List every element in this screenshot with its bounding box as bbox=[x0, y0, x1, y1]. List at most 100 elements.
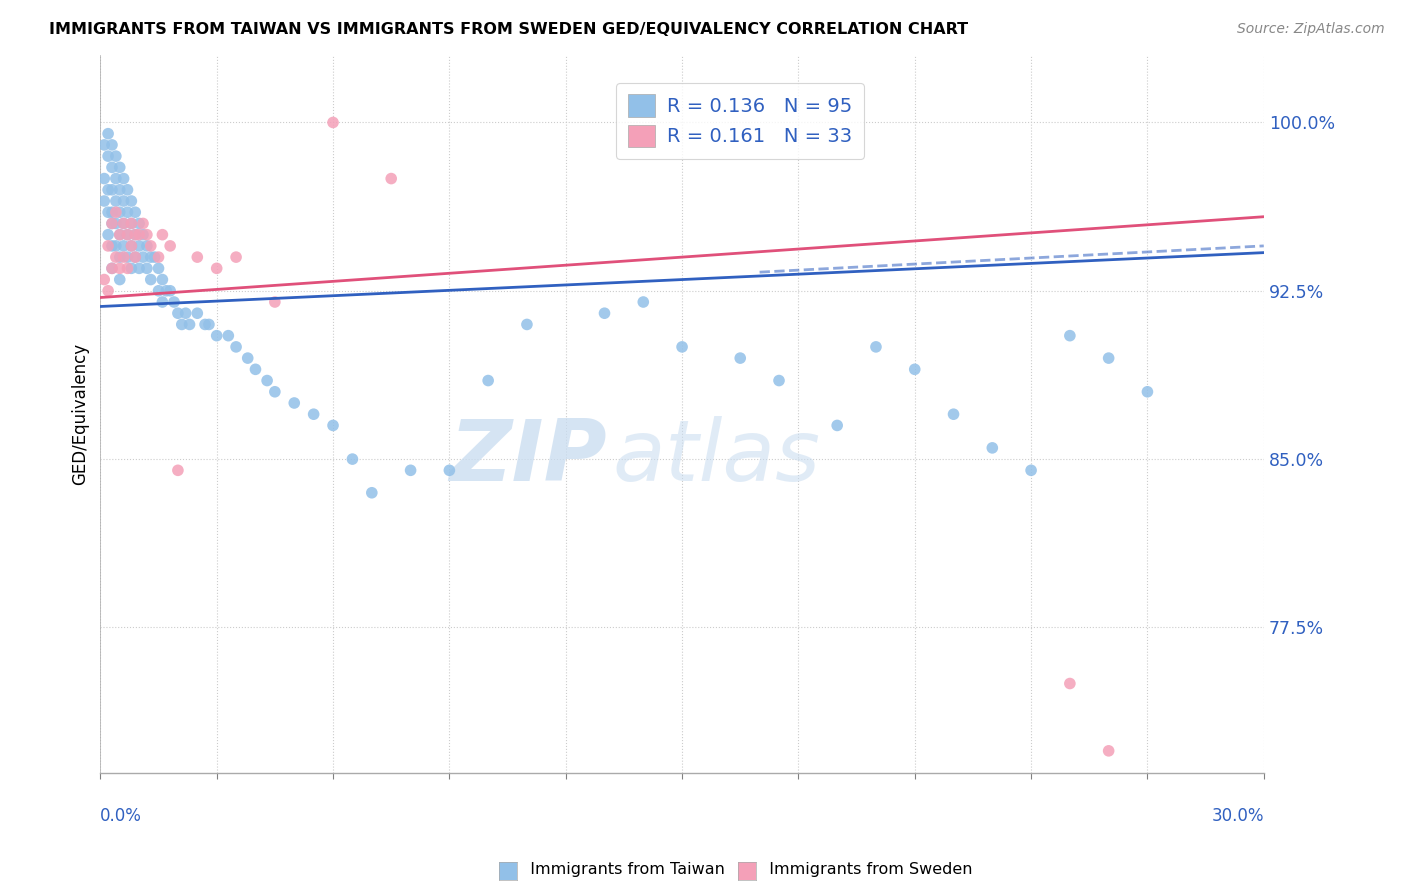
Point bbox=[135, 227, 157, 242]
Point bbox=[1019, 463, 1042, 477]
Point bbox=[205, 261, 228, 276]
Point bbox=[128, 239, 150, 253]
Legend: R = 0.136   N = 95, R = 0.161   N = 33: R = 0.136 N = 95, R = 0.161 N = 33 bbox=[616, 83, 863, 159]
Point bbox=[477, 374, 499, 388]
Text: IMMIGRANTS FROM TAIWAN VS IMMIGRANTS FROM SWEDEN GED/EQUIVALENCY CORRELATION CHA: IMMIGRANTS FROM TAIWAN VS IMMIGRANTS FRO… bbox=[49, 22, 969, 37]
Point bbox=[135, 239, 157, 253]
Point bbox=[117, 227, 139, 242]
Point bbox=[120, 239, 142, 253]
Point bbox=[139, 239, 162, 253]
Point bbox=[97, 127, 120, 141]
Point bbox=[942, 407, 965, 421]
Point bbox=[179, 318, 201, 332]
Point bbox=[112, 217, 135, 231]
Point bbox=[302, 407, 325, 421]
Point bbox=[728, 351, 751, 365]
Point bbox=[155, 284, 177, 298]
Point bbox=[225, 340, 247, 354]
Point bbox=[93, 137, 115, 152]
Point bbox=[108, 205, 131, 219]
Text: Immigrants from Sweden: Immigrants from Sweden bbox=[759, 863, 973, 877]
Point bbox=[128, 217, 150, 231]
Point bbox=[516, 318, 538, 332]
Point bbox=[93, 272, 115, 286]
Point bbox=[93, 194, 115, 208]
Point bbox=[981, 441, 1004, 455]
Point bbox=[1098, 744, 1121, 758]
Point bbox=[167, 463, 190, 477]
Point bbox=[117, 205, 139, 219]
Point bbox=[186, 306, 208, 320]
Point bbox=[152, 295, 174, 310]
Point bbox=[139, 272, 162, 286]
Point bbox=[768, 374, 790, 388]
Point bbox=[104, 149, 127, 163]
Point bbox=[159, 284, 181, 298]
Point bbox=[170, 318, 193, 332]
Point bbox=[163, 295, 186, 310]
Point bbox=[283, 396, 305, 410]
Point bbox=[198, 318, 221, 332]
Point bbox=[380, 171, 402, 186]
Point bbox=[124, 250, 146, 264]
Point bbox=[825, 418, 848, 433]
Point bbox=[104, 194, 127, 208]
Point bbox=[217, 328, 239, 343]
Point bbox=[132, 227, 155, 242]
Point bbox=[104, 205, 127, 219]
Point bbox=[152, 227, 174, 242]
Point bbox=[104, 250, 127, 264]
Point bbox=[167, 306, 190, 320]
Point bbox=[152, 272, 174, 286]
Point bbox=[104, 171, 127, 186]
Point bbox=[135, 261, 157, 276]
Point bbox=[101, 137, 124, 152]
Point bbox=[1098, 351, 1121, 365]
Point bbox=[205, 328, 228, 343]
Point bbox=[120, 217, 142, 231]
Point bbox=[593, 306, 616, 320]
Point bbox=[186, 250, 208, 264]
Point bbox=[117, 227, 139, 242]
Point bbox=[97, 183, 120, 197]
Point bbox=[236, 351, 259, 365]
Point bbox=[112, 217, 135, 231]
Point bbox=[194, 318, 217, 332]
Point bbox=[120, 217, 142, 231]
Point bbox=[322, 418, 344, 433]
Point bbox=[97, 205, 120, 219]
Point bbox=[1136, 384, 1159, 399]
Point bbox=[124, 227, 146, 242]
Point bbox=[159, 239, 181, 253]
Point bbox=[148, 284, 170, 298]
Text: 30.0%: 30.0% bbox=[1212, 807, 1264, 825]
Text: Immigrants from Taiwan: Immigrants from Taiwan bbox=[520, 863, 725, 877]
Point bbox=[263, 384, 285, 399]
Point bbox=[124, 250, 146, 264]
Point bbox=[117, 183, 139, 197]
Point bbox=[108, 183, 131, 197]
Point bbox=[101, 205, 124, 219]
Point bbox=[322, 115, 344, 129]
Point bbox=[148, 261, 170, 276]
Point bbox=[245, 362, 267, 376]
Point bbox=[108, 161, 131, 175]
Point bbox=[1059, 328, 1081, 343]
Point bbox=[124, 205, 146, 219]
Point bbox=[101, 261, 124, 276]
Point bbox=[97, 284, 120, 298]
Point bbox=[108, 261, 131, 276]
Y-axis label: GED/Equivalency: GED/Equivalency bbox=[72, 343, 89, 485]
Point bbox=[97, 149, 120, 163]
Point bbox=[112, 171, 135, 186]
Point bbox=[865, 340, 887, 354]
Point bbox=[104, 239, 127, 253]
Point bbox=[112, 239, 135, 253]
Point bbox=[97, 239, 120, 253]
Text: 0.0%: 0.0% bbox=[100, 807, 142, 825]
Point bbox=[399, 463, 422, 477]
Point bbox=[360, 485, 382, 500]
Point bbox=[128, 261, 150, 276]
Point bbox=[132, 250, 155, 264]
Point bbox=[101, 217, 124, 231]
